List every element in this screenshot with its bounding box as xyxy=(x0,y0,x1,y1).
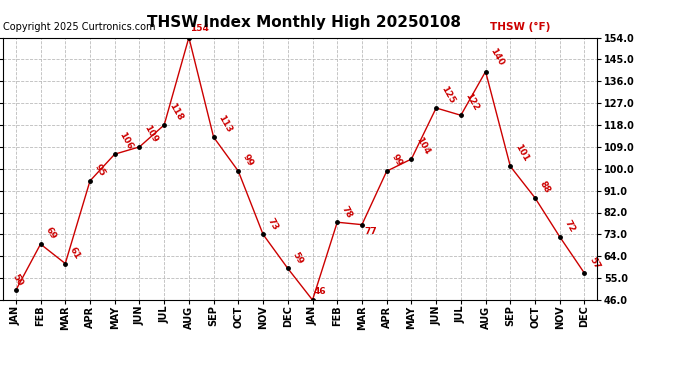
Text: 61: 61 xyxy=(68,246,82,261)
Text: 140: 140 xyxy=(489,46,506,68)
Text: THSW Index Monthly High 20250108: THSW Index Monthly High 20250108 xyxy=(146,15,461,30)
Text: 154: 154 xyxy=(190,24,209,33)
Text: 69: 69 xyxy=(43,226,57,242)
Text: 50: 50 xyxy=(10,272,24,288)
Text: 118: 118 xyxy=(167,102,184,122)
Text: THSW (°F): THSW (°F) xyxy=(490,22,551,32)
Text: 101: 101 xyxy=(513,143,530,164)
Text: 104: 104 xyxy=(414,135,431,156)
Text: 77: 77 xyxy=(365,227,377,236)
Text: 99: 99 xyxy=(241,153,255,168)
Text: 106: 106 xyxy=(117,131,135,152)
Text: 95: 95 xyxy=(92,163,107,178)
Text: 57: 57 xyxy=(587,255,602,270)
Text: 122: 122 xyxy=(464,92,481,112)
Text: Copyright 2025 Curtronics.com: Copyright 2025 Curtronics.com xyxy=(3,22,156,32)
Text: 125: 125 xyxy=(439,84,456,105)
Text: 88: 88 xyxy=(538,180,552,195)
Text: 59: 59 xyxy=(290,250,305,266)
Text: 72: 72 xyxy=(562,219,577,234)
Text: 113: 113 xyxy=(217,114,233,134)
Text: 99: 99 xyxy=(389,153,404,168)
Text: 109: 109 xyxy=(142,123,159,144)
Text: 78: 78 xyxy=(340,204,354,219)
Text: 73: 73 xyxy=(266,216,280,232)
Text: 46: 46 xyxy=(314,287,326,296)
